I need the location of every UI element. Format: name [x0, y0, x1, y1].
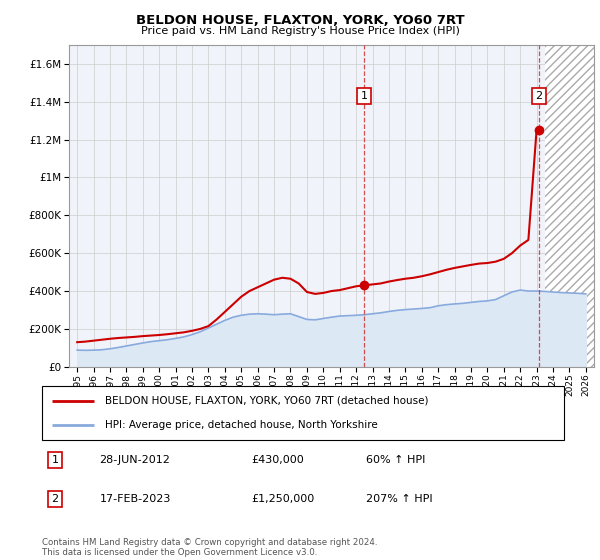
Text: 60% ↑ HPI: 60% ↑ HPI: [365, 455, 425, 465]
Text: BELDON HOUSE, FLAXTON, YORK, YO60 7RT: BELDON HOUSE, FLAXTON, YORK, YO60 7RT: [136, 14, 464, 27]
Bar: [545, 45, 594, 367]
Text: 207% ↑ HPI: 207% ↑ HPI: [365, 494, 432, 504]
Text: £430,000: £430,000: [251, 455, 304, 465]
Text: 17-FEB-2023: 17-FEB-2023: [100, 494, 171, 504]
Text: HPI: Average price, detached house, North Yorkshire: HPI: Average price, detached house, Nort…: [104, 420, 377, 430]
Text: Contains HM Land Registry data © Crown copyright and database right 2024.
This d: Contains HM Land Registry data © Crown c…: [42, 538, 377, 557]
FancyBboxPatch shape: [42, 386, 564, 440]
Text: £1,250,000: £1,250,000: [251, 494, 314, 504]
Text: Price paid vs. HM Land Registry's House Price Index (HPI): Price paid vs. HM Land Registry's House …: [140, 26, 460, 36]
Text: 1: 1: [52, 455, 59, 465]
Text: 1: 1: [361, 91, 368, 101]
Text: 2: 2: [52, 494, 59, 504]
Text: 2: 2: [535, 91, 542, 101]
Text: BELDON HOUSE, FLAXTON, YORK, YO60 7RT (detached house): BELDON HOUSE, FLAXTON, YORK, YO60 7RT (d…: [104, 396, 428, 406]
Text: 28-JUN-2012: 28-JUN-2012: [100, 455, 170, 465]
